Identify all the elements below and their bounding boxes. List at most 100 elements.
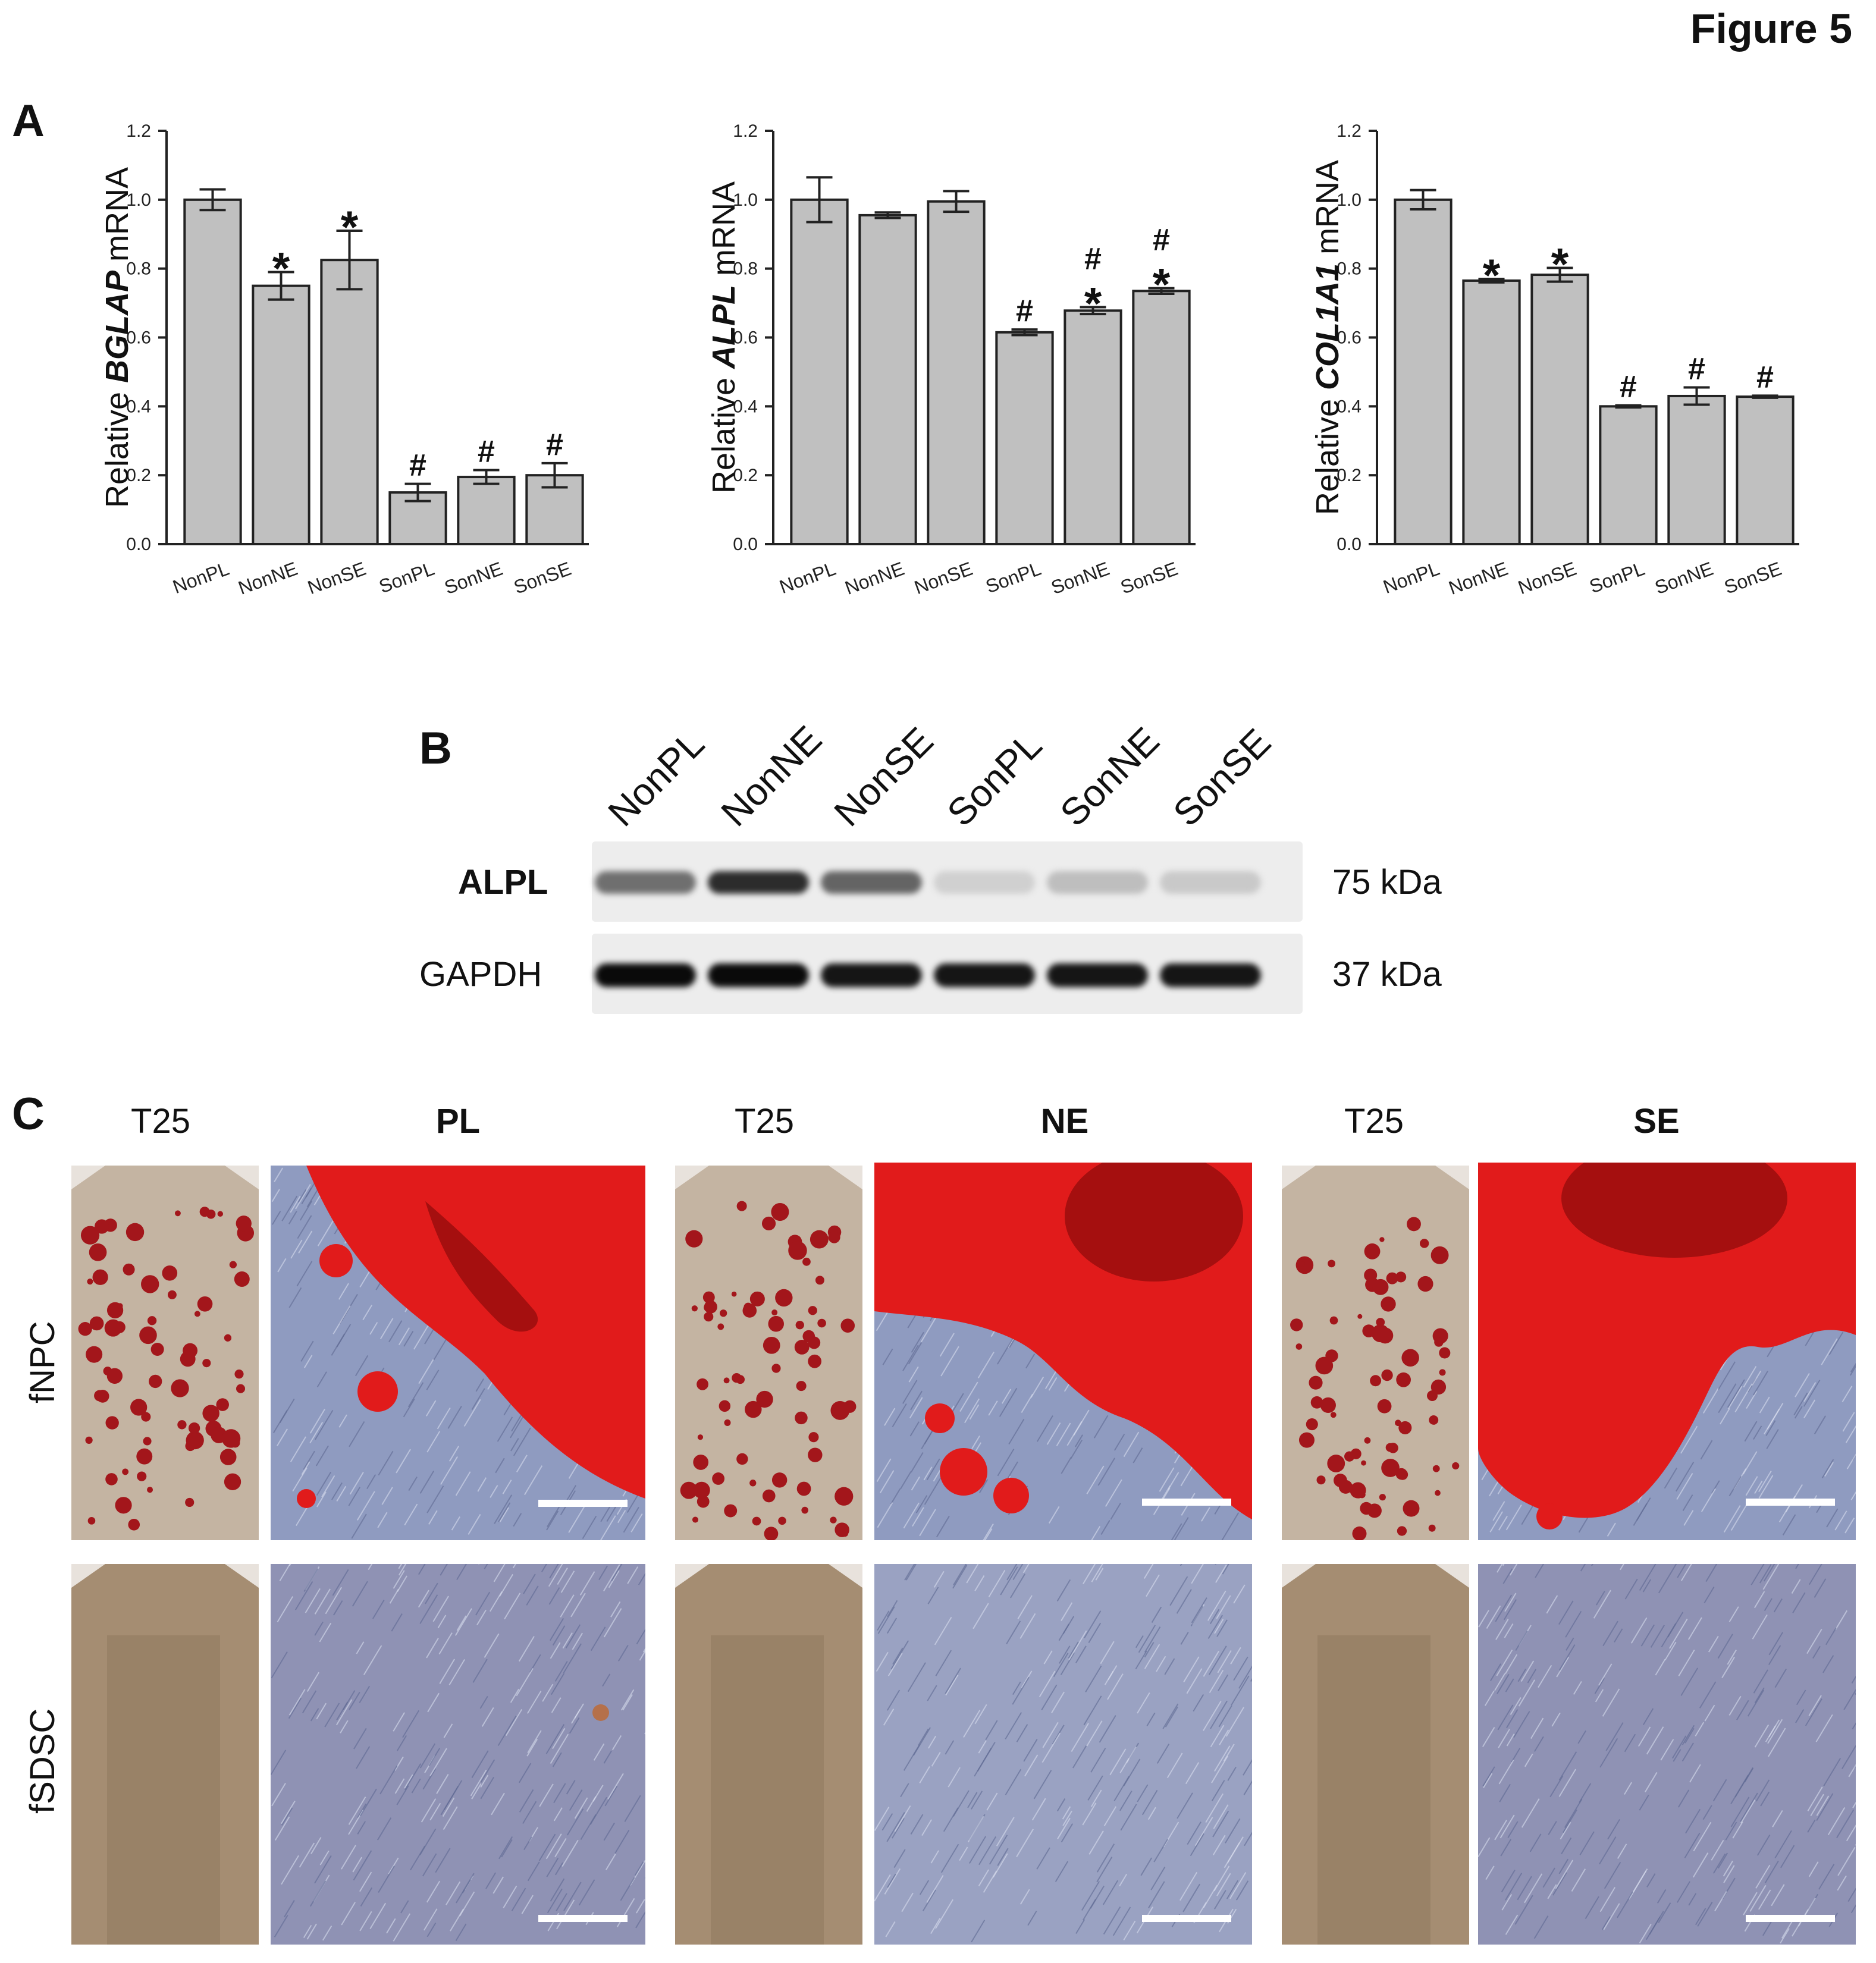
- cell-fiber: [1243, 1759, 1252, 1776]
- cell-fiber: [1708, 1635, 1719, 1653]
- cell-fiber: [1518, 1679, 1536, 1707]
- cell-fiber: [341, 1902, 356, 1926]
- cell-fiber: [372, 1599, 385, 1619]
- cell-fiber: [1520, 1660, 1535, 1682]
- bar: [1667, 394, 1726, 546]
- cell-fiber: [1759, 1564, 1772, 1584]
- cell-fiber: [1751, 1370, 1762, 1386]
- cell-fiber: [513, 1427, 531, 1456]
- cell-fiber: [1478, 1837, 1491, 1858]
- cell-fiber: [472, 1659, 488, 1683]
- cell-fiber: [1212, 1835, 1226, 1855]
- cell-fiber: [1605, 1722, 1624, 1751]
- cell-fiber: [363, 1645, 382, 1675]
- cell-fiber: [1607, 1818, 1620, 1840]
- significance-asterisk: *: [1153, 260, 1171, 310]
- cell-fiber: [356, 1491, 375, 1521]
- cell-fiber: [402, 1710, 420, 1738]
- cell-fiber: [348, 1796, 366, 1825]
- cell-fiber: [1624, 1733, 1636, 1752]
- cell-fiber: [1235, 1880, 1249, 1901]
- cell-fiber: [1712, 1853, 1726, 1874]
- cell-fiber: [578, 1879, 595, 1906]
- bar: [790, 198, 849, 546]
- stain-spot: [104, 1319, 122, 1337]
- cell-fiber: [1602, 1688, 1620, 1717]
- cell-fiber: [1024, 1754, 1039, 1777]
- cell-fiber: [480, 1774, 489, 1788]
- cell-fiber: [1549, 1775, 1564, 1798]
- cell-fiber: [1758, 1475, 1774, 1499]
- cell-fiber: [1019, 1613, 1036, 1639]
- cell-fiber: [553, 1807, 563, 1821]
- cell-fiber: [1727, 1379, 1745, 1408]
- cell-fiber: [272, 1410, 288, 1434]
- cell-fiber: [396, 1735, 407, 1751]
- cell-fiber: [882, 1348, 893, 1365]
- cell-fiber: [378, 1865, 395, 1893]
- cell-fiber: [403, 1398, 415, 1418]
- cell-fiber: [927, 1685, 937, 1701]
- y-tick-label: 0.2: [1337, 466, 1361, 485]
- cell-fiber: [1203, 1701, 1222, 1731]
- cell-fiber: [1723, 1865, 1735, 1883]
- cell-fiber: [503, 1885, 517, 1908]
- cell-fiber: [1214, 1745, 1231, 1772]
- x-tick-label: SonNE: [441, 558, 506, 599]
- cell-fiber: [1594, 1678, 1605, 1694]
- stain-spot: [724, 1419, 731, 1426]
- cell-fiber: [1099, 1715, 1116, 1743]
- cell-fiber: [428, 1510, 438, 1525]
- cell-fiber: [1137, 1692, 1150, 1714]
- cell-fiber: [1017, 1595, 1033, 1619]
- cell-fiber: [332, 1569, 349, 1596]
- x-tick-label: SonSE: [1721, 558, 1784, 598]
- cell-fiber: [874, 1807, 890, 1831]
- cell-fiber: [1598, 1663, 1613, 1686]
- stain-spot: [1295, 1256, 1314, 1274]
- cell-fiber: [974, 1575, 985, 1591]
- cell-fiber: [556, 1893, 567, 1912]
- cell-fiber: [963, 1710, 981, 1738]
- cell-fiber: [440, 1456, 458, 1485]
- x-tick-label: SonPL: [983, 558, 1044, 598]
- cell-fiber: [1087, 1775, 1103, 1801]
- cell-fiber: [321, 1475, 335, 1497]
- cell-fiber: [1678, 1649, 1695, 1676]
- cell-fiber: [1560, 1821, 1571, 1840]
- cell-fiber: [1595, 1591, 1605, 1606]
- cell-fiber: [1066, 1421, 1083, 1446]
- significance-asterisk: *: [272, 243, 290, 294]
- cell-fiber: [579, 1571, 595, 1595]
- cell-fiber: [423, 1908, 438, 1931]
- cell-fiber: [608, 1570, 620, 1588]
- cell-fiber: [1765, 1420, 1776, 1436]
- cell-fiber: [498, 1502, 511, 1522]
- cell-fiber: [1758, 1471, 1772, 1492]
- cell-fiber: [1207, 1615, 1223, 1640]
- cell-fiber: [1644, 1772, 1658, 1793]
- cell-fiber: [911, 1476, 921, 1491]
- cell-fiber: [316, 1371, 327, 1388]
- cell-fiber: [1837, 1875, 1847, 1891]
- cell-fiber: [1780, 1845, 1795, 1868]
- cell-fiber: [490, 1485, 498, 1498]
- stain-spot: [137, 1471, 147, 1481]
- cell-fiber: [1489, 1480, 1499, 1497]
- cell-fiber: [1090, 1748, 1106, 1773]
- cell-fiber: [526, 1739, 538, 1757]
- cell-fiber: [450, 1908, 464, 1931]
- cell-fiber: [288, 1697, 302, 1719]
- cell-fiber: [936, 1515, 950, 1538]
- cell-fiber: [919, 1766, 930, 1783]
- cell-fiber: [1238, 1665, 1252, 1689]
- cell-fiber: [622, 1694, 633, 1711]
- x-tick-label: NonNE: [236, 558, 300, 599]
- cell-fiber: [1061, 1602, 1073, 1621]
- cell-fiber: [1756, 1835, 1771, 1856]
- cell-fiber: [504, 1593, 521, 1620]
- cell-fiber: [381, 1487, 393, 1505]
- cell-fiber: [610, 1601, 621, 1617]
- cell-fiber: [1031, 1798, 1046, 1821]
- bar: [1530, 274, 1589, 545]
